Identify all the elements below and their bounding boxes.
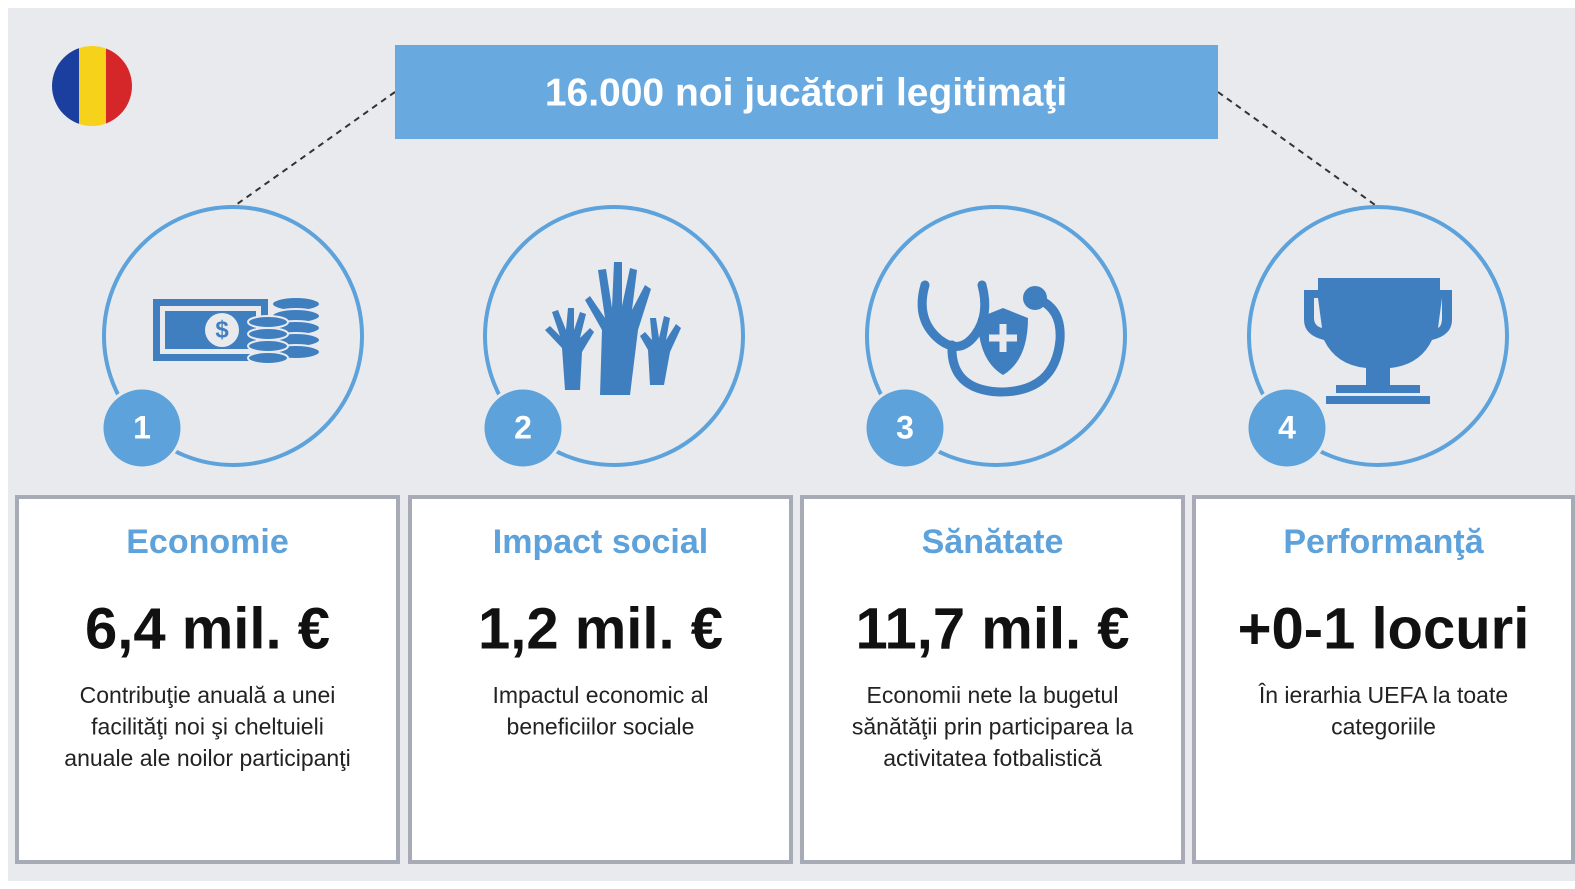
card-description: activitatea fotbalistică [883,745,1102,771]
trophy-icon [1304,278,1452,404]
card-title: Impact social [493,523,708,561]
card-description: categoriile [1331,714,1436,740]
card-description: beneficiilor sociale [507,714,695,740]
number: 2 [514,409,532,445]
icon-circle [102,205,364,467]
items: 1 Economie 6,4 mil. € Contribuţie anuală a … [15,205,1575,864]
card-description: Economii nete la bugetul [867,682,1119,708]
header-box [395,45,1218,139]
number-badge [100,386,184,470]
card [15,495,400,864]
hands-icon [545,262,681,395]
header-title: 16.000 noi jucători legitimaţi [545,71,1067,114]
icon-circle [865,205,1127,467]
number: 4 [1278,409,1296,445]
card-description: În ierarhia UEFA la toate [1258,682,1508,708]
card [1192,495,1575,864]
card-title: Performanţă [1283,523,1484,561]
number: 1 [133,409,151,445]
money-icon: $ [153,296,321,365]
card [800,495,1185,864]
card-value: 1,2 mil. € [478,596,723,661]
icon-circle [483,205,745,467]
card-value: 11,7 mil. € [855,596,1129,661]
card-description: Impactul economic al [492,682,708,708]
card-value: 6,4 mil. € [85,596,330,661]
number-badge [863,386,947,470]
card-title: Sănătate [922,523,1064,561]
card-title: Economie [126,523,288,561]
connector [232,91,396,208]
number-badge [1245,386,1329,470]
flag [52,46,132,126]
card [408,495,793,864]
icon-circle [1247,205,1509,467]
number: 3 [896,409,914,445]
card-value: +0-1 locuri [1238,596,1530,661]
card-description: Contribuţie anuală a unei [80,682,336,708]
number-badge [481,386,565,470]
svg-text:$: $ [215,316,229,343]
card-description: anuale ale noilor participanţi [64,745,350,771]
health-icon [917,280,1065,397]
card-description: facilităţi noi şi cheltuieli [91,714,324,740]
card-description: sănătăţii prin participarea la [852,714,1133,740]
